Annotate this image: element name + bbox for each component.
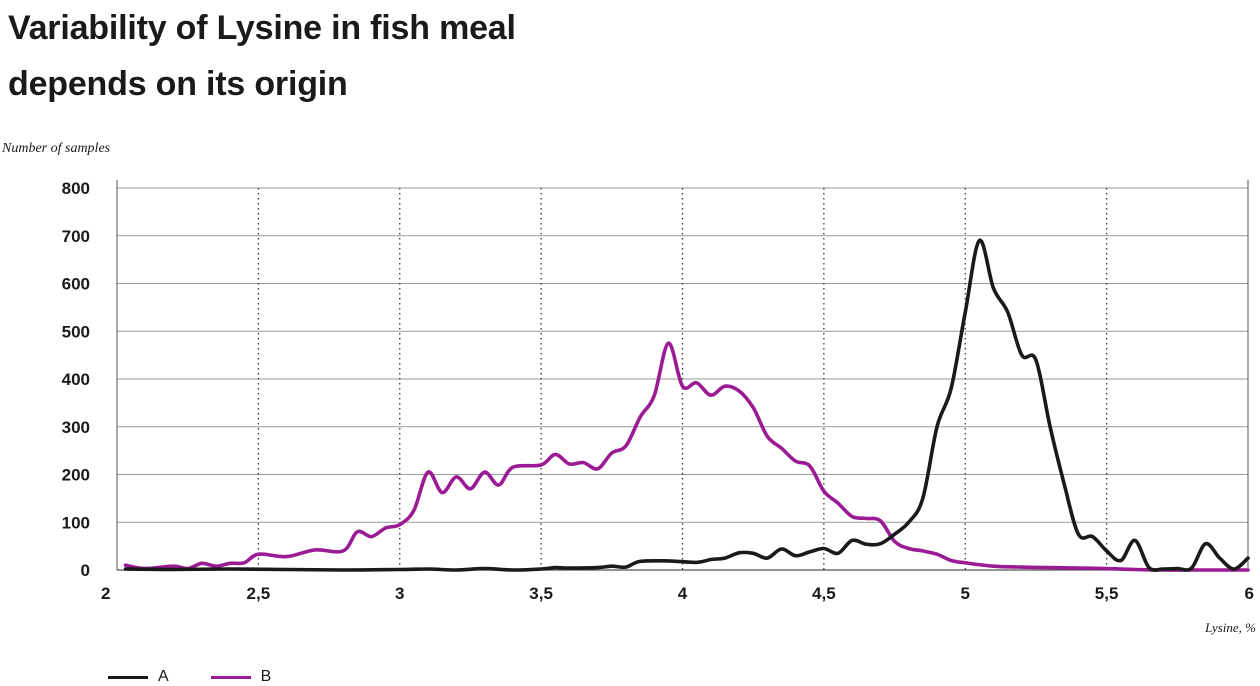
series-line-a <box>123 238 1250 572</box>
legend-swatch-b <box>210 675 251 679</box>
y-tick-label: 0 <box>81 561 90 580</box>
x-tick-label: 5,5 <box>1095 584 1119 603</box>
x-tick-label: 6 <box>1245 584 1254 603</box>
chart-title: Variability of Lysine in fish meal depen… <box>8 0 516 112</box>
x-tick-label: 2 <box>101 584 110 603</box>
y-tick-label: 800 <box>62 179 90 198</box>
x-tick-label: 4,5 <box>812 584 836 603</box>
x-tick-label: 3 <box>395 584 404 603</box>
x-tick-label: 5 <box>961 584 970 603</box>
y-tick-label: 400 <box>62 370 90 389</box>
x-tick-label: 4 <box>678 584 688 603</box>
x-axis-label: Lysine, % <box>1205 620 1256 635</box>
legend-label-b: B <box>260 668 272 685</box>
legend-item-a: A <box>108 668 169 686</box>
legend-item-b: B <box>210 668 272 686</box>
y-axis-label: Number of samples <box>2 141 111 156</box>
y-tick-label: 300 <box>62 418 90 437</box>
legend: A B <box>108 668 271 686</box>
chart-title-line-1: Variability of Lysine in fish meal <box>8 9 516 47</box>
y-tick-label: 700 <box>62 227 90 246</box>
x-tick-label: 2,5 <box>247 584 271 603</box>
chart-title-line-2: depends on its origin <box>8 65 348 103</box>
legend-label-a: A <box>158 668 169 685</box>
y-tick-label: 200 <box>62 466 90 485</box>
x-tick-label: 3,5 <box>529 584 553 603</box>
y-tick-label: 500 <box>62 322 90 341</box>
y-tick-label: 600 <box>62 275 90 294</box>
y-tick-label: 100 <box>62 513 90 532</box>
legend-swatch-a <box>108 675 148 679</box>
series-line-b <box>123 341 1250 572</box>
